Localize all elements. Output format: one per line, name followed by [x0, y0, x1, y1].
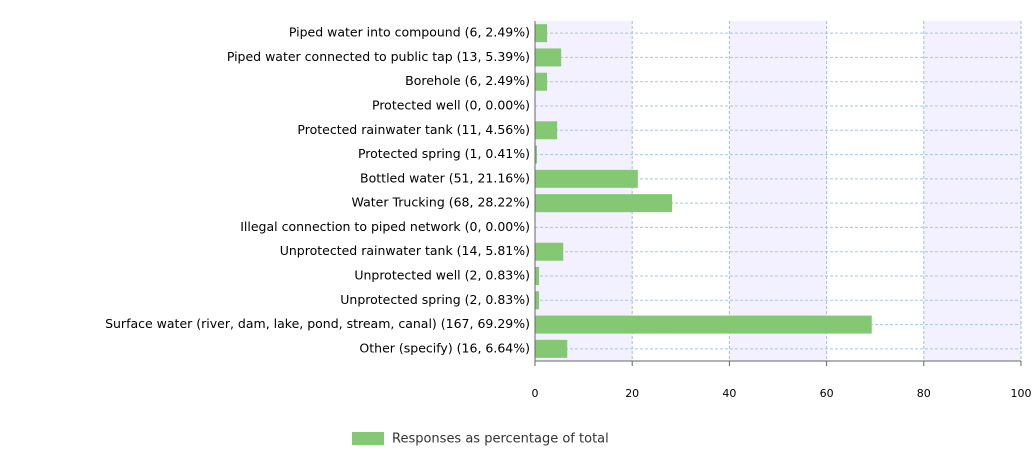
legend-label: Responses as percentage of total [392, 432, 609, 447]
bar [535, 194, 673, 213]
legend-swatch [352, 432, 384, 445]
plot-band [535, 21, 633, 361]
plot-band [826, 21, 924, 361]
plot-band [729, 21, 827, 361]
bar [535, 48, 562, 67]
bar [535, 242, 564, 261]
x-tick-label: 60 [820, 387, 834, 400]
bar [535, 72, 548, 91]
y-tick-label: Surface water (river, dam, lake, pond, s… [105, 316, 530, 331]
bar [535, 291, 540, 310]
bar [535, 24, 548, 43]
x-tick-label: 100 [1011, 387, 1032, 400]
y-tick-label: Unprotected rainwater tank (14, 5.81%) [280, 243, 530, 258]
bar [535, 169, 638, 188]
plot-band [632, 21, 730, 361]
bar [535, 267, 540, 285]
y-tick-label: Borehole (6, 2.49%) [405, 73, 530, 88]
y-tick-label: Unprotected well (2, 0.83%) [354, 268, 530, 283]
y-tick-label: Protected rainwater tank (11, 4.56%) [297, 122, 530, 137]
x-tick-label: 20 [625, 387, 639, 400]
y-tick-label: Illegal connection to piped network (0, … [240, 219, 530, 234]
y-tick-label: Unprotected spring (2, 0.83%) [340, 292, 530, 307]
plot-band [923, 21, 1021, 361]
bar [535, 145, 537, 164]
bar [535, 121, 558, 140]
y-tick-label: Piped water into compound (6, 2.49%) [289, 25, 530, 40]
y-tick-label: Protected well (0, 0.00%) [372, 98, 530, 113]
y-tick-label: Bottled water (51, 21.16%) [360, 170, 530, 185]
y-tick-label: Piped water connected to public tap (13,… [227, 49, 530, 64]
x-tick-label: 80 [917, 387, 931, 400]
bar [535, 315, 872, 334]
y-tick-label: Water Trucking (68, 28.22%) [352, 195, 530, 210]
bar [535, 339, 568, 358]
y-tick-label: Other (specify) (16, 6.64%) [359, 340, 530, 355]
y-tick-label: Protected spring (1, 0.41%) [358, 146, 530, 161]
x-tick-label: 0 [532, 387, 539, 400]
x-tick-label: 40 [722, 387, 736, 400]
